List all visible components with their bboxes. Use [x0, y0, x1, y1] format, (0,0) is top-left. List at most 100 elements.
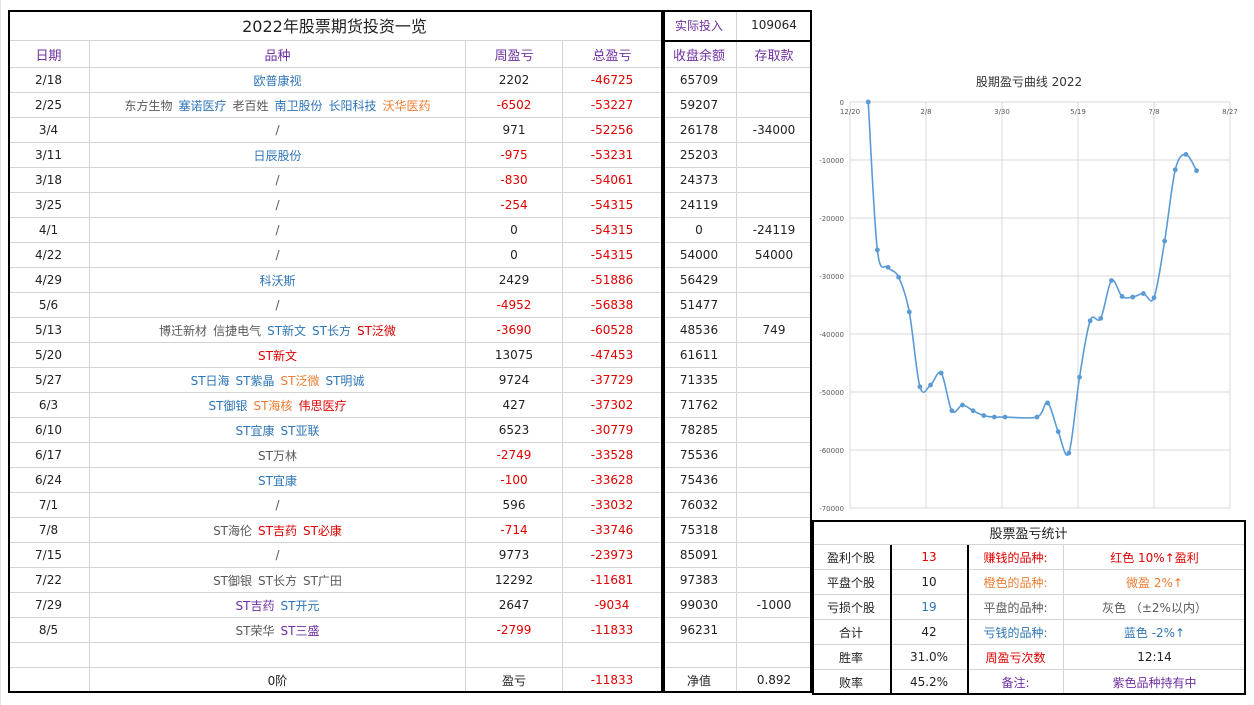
row-date[interactable]: 4/29: [8, 268, 90, 293]
row-deposit[interactable]: [737, 168, 812, 193]
row-balance[interactable]: 71335: [662, 368, 737, 393]
row-date[interactable]: 5/13: [8, 318, 90, 343]
row-deposit[interactable]: [737, 618, 812, 643]
row-date[interactable]: 5/20: [8, 343, 90, 368]
row-weekly-pl[interactable]: -975: [466, 143, 563, 168]
row-balance[interactable]: 24373: [662, 168, 737, 193]
row-variety[interactable]: ST新文: [90, 343, 466, 368]
row-weekly-pl[interactable]: -100: [466, 468, 563, 493]
row-date[interactable]: 2/25: [8, 93, 90, 118]
row-date[interactable]: 6/17: [8, 443, 90, 468]
row-total-pl[interactable]: -11681: [563, 568, 662, 593]
legend-value[interactable]: 灰色 （±2%以内）: [1064, 595, 1246, 620]
row-date[interactable]: 6/24: [8, 468, 90, 493]
row-balance[interactable]: 51477: [662, 293, 737, 318]
row-date[interactable]: 3/25: [8, 193, 90, 218]
row-date[interactable]: 8/5: [8, 618, 90, 643]
row-deposit[interactable]: [737, 343, 812, 368]
row-balance[interactable]: 75318: [662, 518, 737, 543]
footer-net-value[interactable]: 0.892: [737, 668, 812, 693]
stat-label[interactable]: 盈利个股: [812, 545, 891, 570]
row-total-pl[interactable]: -46725: [563, 68, 662, 93]
stat-label[interactable]: 败率: [812, 670, 891, 695]
row-weekly-pl[interactable]: 13075: [466, 343, 563, 368]
row-variety[interactable]: /: [90, 493, 466, 518]
row-date[interactable]: 3/18: [8, 168, 90, 193]
row-deposit[interactable]: [737, 443, 812, 468]
row-deposit[interactable]: -1000: [737, 593, 812, 618]
row-balance[interactable]: 75436: [662, 468, 737, 493]
row-weekly-pl[interactable]: 596: [466, 493, 563, 518]
row-variety[interactable]: ST宜康 ST亚联: [90, 418, 466, 443]
row-deposit[interactable]: [737, 393, 812, 418]
invest-label[interactable]: 实际投入: [662, 10, 737, 41]
row-weekly-pl[interactable]: 2429: [466, 268, 563, 293]
row-weekly-pl[interactable]: 0: [466, 218, 563, 243]
row-balance[interactable]: 59207: [662, 93, 737, 118]
row-balance[interactable]: 71762: [662, 393, 737, 418]
row-deposit[interactable]: [737, 418, 812, 443]
row-variety[interactable]: /: [90, 193, 466, 218]
legend-label[interactable]: 橙色的品种:: [968, 570, 1064, 595]
row-total-pl[interactable]: -11833: [563, 618, 662, 643]
row-total-pl[interactable]: -37302: [563, 393, 662, 418]
row-variety[interactable]: ST海伦 ST吉药 ST必康: [90, 518, 466, 543]
row-deposit[interactable]: [737, 193, 812, 218]
row-balance[interactable]: 24119: [662, 193, 737, 218]
footer-pl-value[interactable]: -11833: [563, 668, 662, 693]
row-deposit[interactable]: [737, 518, 812, 543]
row-variety[interactable]: /: [90, 118, 466, 143]
row-total-pl[interactable]: -54315: [563, 243, 662, 268]
row-total-pl[interactable]: -33528: [563, 443, 662, 468]
row-total-pl[interactable]: -33746: [563, 518, 662, 543]
row-deposit[interactable]: 749: [737, 318, 812, 343]
row-balance[interactable]: 75536: [662, 443, 737, 468]
footer-step[interactable]: 0阶: [90, 668, 466, 693]
row-total-pl[interactable]: -54315: [563, 193, 662, 218]
stat-value[interactable]: 10: [891, 570, 968, 595]
empty-cell[interactable]: [662, 643, 737, 668]
row-variety[interactable]: ST万林: [90, 443, 466, 468]
empty-cell[interactable]: [466, 643, 563, 668]
row-variety[interactable]: 东方生物 塞诺医疗 老百姓 南卫股份 长阳科技 沃华医药: [90, 93, 466, 118]
row-balance[interactable]: 61611: [662, 343, 737, 368]
row-deposit[interactable]: [737, 468, 812, 493]
row-weekly-pl[interactable]: 427: [466, 393, 563, 418]
row-weekly-pl[interactable]: 9773: [466, 543, 563, 568]
row-variety[interactable]: /: [90, 243, 466, 268]
stat-value[interactable]: 19: [891, 595, 968, 620]
row-date[interactable]: 3/11: [8, 143, 90, 168]
row-weekly-pl[interactable]: -2799: [466, 618, 563, 643]
stat-value[interactable]: 13: [891, 545, 968, 570]
row-total-pl[interactable]: -47453: [563, 343, 662, 368]
header-total[interactable]: 总盈亏: [563, 41, 662, 68]
row-variety[interactable]: /: [90, 218, 466, 243]
stat-label[interactable]: 平盘个股: [812, 570, 891, 595]
empty-cell[interactable]: [8, 643, 90, 668]
row-total-pl[interactable]: -53227: [563, 93, 662, 118]
row-deposit[interactable]: [737, 493, 812, 518]
row-balance[interactable]: 96231: [662, 618, 737, 643]
row-deposit[interactable]: [737, 543, 812, 568]
row-balance[interactable]: 48536: [662, 318, 737, 343]
stat-label[interactable]: 亏损个股: [812, 595, 891, 620]
legend-label[interactable]: 周盈亏次数: [968, 645, 1064, 670]
footer-pl-label[interactable]: 盈亏: [466, 668, 563, 693]
row-balance[interactable]: 0: [662, 218, 737, 243]
row-deposit[interactable]: -24119: [737, 218, 812, 243]
row-total-pl[interactable]: -37729: [563, 368, 662, 393]
sheet-title[interactable]: 2022年股票期货投资一览: [8, 10, 662, 41]
row-variety[interactable]: ST御银 ST长方 ST广田: [90, 568, 466, 593]
legend-value[interactable]: 微盈 2%↑: [1064, 570, 1246, 595]
row-weekly-pl[interactable]: -830: [466, 168, 563, 193]
row-date[interactable]: 4/22: [8, 243, 90, 268]
row-balance[interactable]: 97383: [662, 568, 737, 593]
header-date[interactable]: 日期: [8, 41, 90, 68]
row-balance[interactable]: 85091: [662, 543, 737, 568]
stat-value[interactable]: 45.2%: [891, 670, 968, 695]
footer-net-label[interactable]: 净值: [662, 668, 737, 693]
row-total-pl[interactable]: -51886: [563, 268, 662, 293]
row-total-pl[interactable]: -54061: [563, 168, 662, 193]
row-deposit[interactable]: [737, 68, 812, 93]
row-date[interactable]: 5/6: [8, 293, 90, 318]
